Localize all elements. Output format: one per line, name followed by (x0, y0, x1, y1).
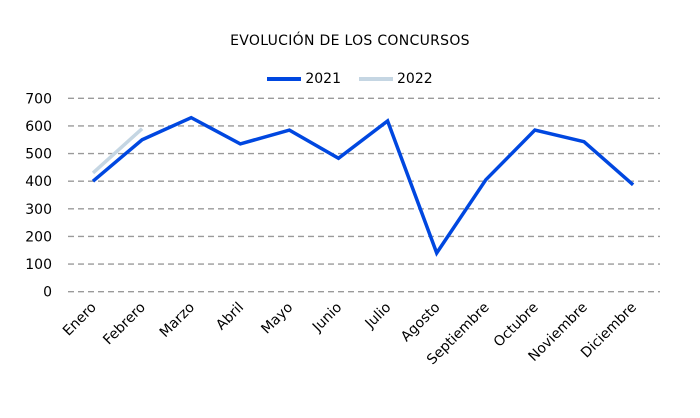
y-tick-label: 100 (25, 257, 52, 273)
x-tick-label: Enero (60, 300, 100, 340)
legend-swatch-2022 (359, 77, 393, 81)
legend-label-2021: 2021 (305, 71, 341, 87)
legend-item-2022: 2022 (359, 71, 433, 87)
y-tick-label: 700 (25, 91, 52, 107)
y-tick-label: 300 (25, 202, 52, 218)
x-tick-label: Octubre (491, 300, 542, 351)
legend-label-2022: 2022 (397, 71, 433, 87)
legend-swatch-2021 (267, 77, 302, 81)
x-tick-label: Mayo (258, 300, 296, 338)
series-line-2021 (91, 115, 635, 257)
y-tick-label: 200 (25, 229, 52, 245)
y-tick-label: 500 (25, 147, 52, 163)
x-tick-label: Febrero (100, 300, 149, 349)
legend-item-2021: 2021 (267, 71, 341, 87)
y-tick-label: 0 (43, 285, 52, 301)
x-tick-label: Junio (309, 300, 345, 336)
legend: 2021 2022 (0, 71, 700, 87)
x-tick-label: Julio (362, 300, 395, 333)
y-tick-label: 600 (25, 119, 52, 135)
x-tick-label: Agosto (398, 300, 444, 346)
series-line-2022 (91, 127, 144, 175)
x-tick-label: Marzo (157, 300, 198, 341)
y-tick-label: 400 (25, 174, 52, 190)
chart-title: EVOLUCIÓN DE LOS CONCURSOS (230, 33, 470, 49)
x-tick-label: Abril (213, 300, 247, 334)
